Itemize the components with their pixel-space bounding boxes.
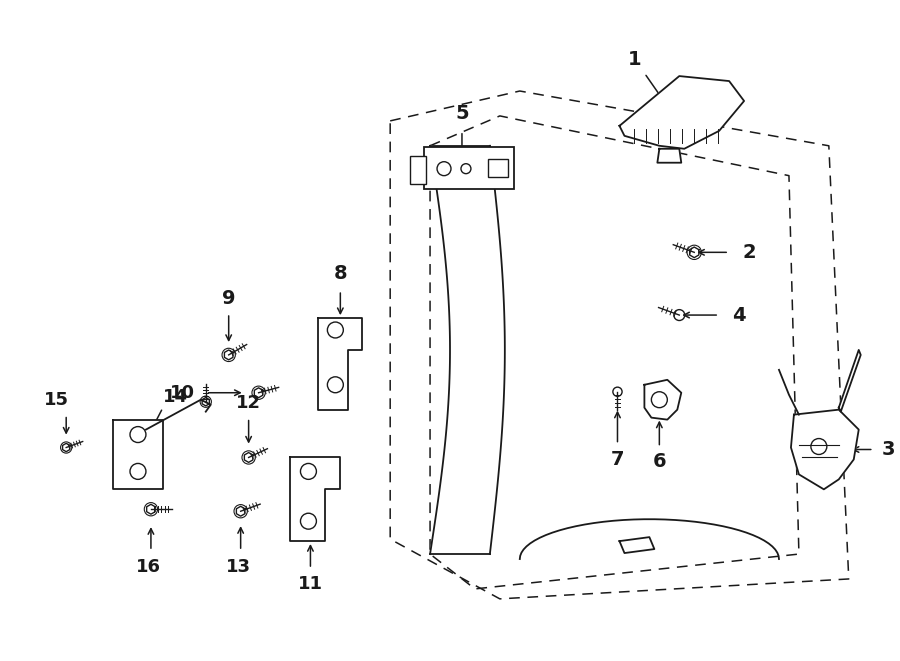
Text: 5: 5 <box>455 104 469 124</box>
Polygon shape <box>657 149 681 163</box>
Polygon shape <box>147 504 155 514</box>
Bar <box>424 147 514 188</box>
Polygon shape <box>255 388 263 398</box>
Polygon shape <box>245 453 253 463</box>
Text: 11: 11 <box>298 575 323 593</box>
Text: 8: 8 <box>334 264 347 283</box>
Text: 6: 6 <box>652 452 666 471</box>
Bar <box>410 156 426 184</box>
Circle shape <box>613 387 622 397</box>
Polygon shape <box>430 146 505 554</box>
Text: 12: 12 <box>236 394 261 412</box>
Polygon shape <box>644 380 681 420</box>
Polygon shape <box>202 397 210 406</box>
Polygon shape <box>791 410 859 489</box>
Circle shape <box>674 309 685 321</box>
Polygon shape <box>237 506 245 516</box>
Text: 9: 9 <box>222 289 236 307</box>
Text: 16: 16 <box>137 558 161 576</box>
Text: 1: 1 <box>627 50 641 69</box>
Polygon shape <box>319 318 363 410</box>
Polygon shape <box>113 420 163 489</box>
Polygon shape <box>63 444 70 451</box>
Text: 2: 2 <box>742 243 756 262</box>
Polygon shape <box>689 247 698 258</box>
Text: 7: 7 <box>611 450 625 469</box>
Polygon shape <box>291 457 340 541</box>
Text: 4: 4 <box>733 305 746 325</box>
Text: 14: 14 <box>163 388 188 406</box>
Polygon shape <box>619 76 744 149</box>
Text: 3: 3 <box>882 440 896 459</box>
Text: 10: 10 <box>170 384 195 402</box>
Polygon shape <box>839 350 860 412</box>
Text: 13: 13 <box>226 558 251 576</box>
Bar <box>488 159 508 176</box>
Polygon shape <box>224 350 233 360</box>
Text: 15: 15 <box>44 391 68 408</box>
